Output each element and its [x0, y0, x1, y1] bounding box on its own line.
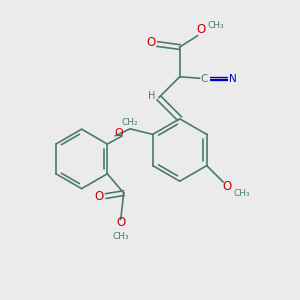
- Text: O: O: [114, 128, 123, 138]
- Text: O: O: [222, 180, 231, 193]
- Text: O: O: [116, 216, 125, 229]
- Text: O: O: [147, 36, 156, 49]
- Text: H: H: [148, 91, 155, 101]
- Text: O: O: [95, 190, 104, 202]
- Text: N: N: [229, 74, 236, 84]
- Text: C: C: [201, 74, 208, 84]
- Text: CH₂: CH₂: [122, 118, 138, 127]
- Text: CH₃: CH₃: [233, 189, 250, 198]
- Text: CH₃: CH₃: [207, 21, 224, 30]
- Text: O: O: [196, 23, 205, 36]
- Text: CH₃: CH₃: [112, 232, 129, 241]
